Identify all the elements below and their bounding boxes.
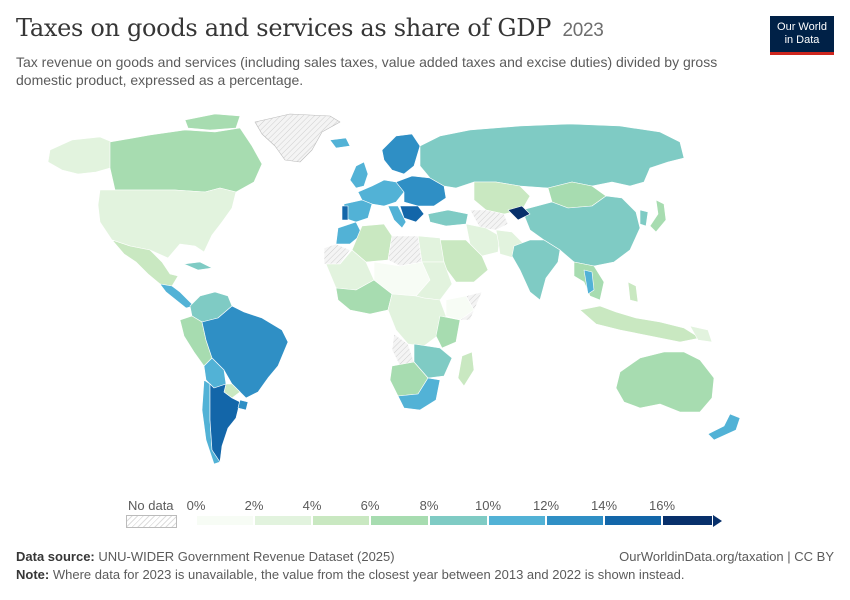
- papua-new-guinea[interactable]: [689, 325, 713, 343]
- japan[interactable]: [649, 199, 667, 233]
- cuba[interactable]: [183, 261, 213, 271]
- legend-tick-12: 12%: [532, 498, 560, 513]
- legend-bin-6-8[interactable]: [370, 515, 429, 526]
- legend-tick-16: 16%: [648, 498, 676, 513]
- owid-url-link[interactable]: OurWorldinData.org/taxation | CC BY: [619, 549, 834, 564]
- western-sahara[interactable]: [323, 243, 351, 265]
- legend-tick-4: 4%: [302, 498, 322, 513]
- data-source-line: Data source: UNU-WIDER Government Revenu…: [16, 548, 834, 566]
- morocco[interactable]: [335, 221, 363, 245]
- madagascar[interactable]: [457, 351, 475, 387]
- legend-bin-12-14[interactable]: [546, 515, 604, 526]
- argentina[interactable]: [209, 383, 241, 463]
- portugal[interactable]: [341, 205, 349, 221]
- scandinavia[interactable]: [381, 133, 421, 175]
- iceland[interactable]: [329, 137, 351, 149]
- legend-tick-10: 10%: [474, 498, 502, 513]
- owid-logo[interactable]: Our World in Data: [770, 16, 834, 55]
- legend-tick-6: 6%: [360, 498, 380, 513]
- legend-bin-14-16[interactable]: [604, 515, 662, 526]
- central-africa[interactable]: [387, 293, 447, 347]
- legend-bin-4-6[interactable]: [312, 515, 370, 526]
- libya[interactable]: [387, 235, 423, 267]
- greenland[interactable]: [254, 113, 341, 163]
- russia[interactable]: [419, 123, 685, 189]
- turkey[interactable]: [427, 209, 469, 227]
- south-africa[interactable]: [397, 377, 441, 411]
- legend-no-data-swatch[interactable]: [126, 515, 177, 528]
- central-europe[interactable]: [395, 175, 447, 207]
- east-africa[interactable]: [435, 315, 461, 349]
- kyrgyzstan[interactable]: [507, 205, 531, 221]
- somalia[interactable]: [459, 291, 483, 321]
- mexico[interactable]: [111, 239, 179, 287]
- source-label: Data source:: [16, 549, 95, 564]
- note-line: Note: Where data for 2023 is unavailable…: [16, 566, 834, 584]
- note-label: Note:: [16, 567, 50, 582]
- legend-tick-8: 8%: [419, 498, 439, 513]
- australia[interactable]: [615, 351, 715, 413]
- canada-arctic-islands[interactable]: [184, 113, 241, 131]
- chart-title: Taxes on goods and services as share of …: [16, 14, 604, 42]
- legend-bin-16-plus[interactable]: [662, 515, 713, 526]
- legend-bin-10-12[interactable]: [488, 515, 546, 526]
- uk-ireland[interactable]: [349, 161, 369, 189]
- india[interactable]: [511, 239, 561, 301]
- legend-arrow-icon: [713, 515, 722, 527]
- thailand[interactable]: [583, 269, 595, 295]
- title-year: 2023: [562, 20, 604, 41]
- chart-subtitle: Tax revenue on goods and services (inclu…: [16, 54, 718, 88]
- logo-line-2: in Data: [784, 34, 820, 46]
- legend-bin-0-2[interactable]: [196, 515, 254, 526]
- alaska[interactable]: [47, 136, 113, 175]
- legend-tick-2: 2%: [244, 498, 264, 513]
- uruguay[interactable]: [237, 399, 249, 411]
- note-text: Where data for 2023 is unavailable, the …: [52, 567, 685, 582]
- new-zealand[interactable]: [707, 413, 741, 441]
- canada[interactable]: [109, 127, 263, 193]
- egypt[interactable]: [417, 235, 445, 263]
- color-legend: No data 0% 2% 4% 6% 8% 10% 12% 14% 16%: [0, 494, 850, 534]
- legend-tick-14: 14%: [590, 498, 618, 513]
- footer: Data source: UNU-WIDER Government Revenu…: [16, 548, 834, 584]
- logo-line-1: Our World: [777, 21, 827, 33]
- malaysia-indonesia[interactable]: [579, 305, 701, 343]
- central-america[interactable]: [159, 283, 195, 309]
- world-map: [47, 113, 741, 465]
- philippines[interactable]: [627, 281, 639, 303]
- title-text: Taxes on goods and services as share of …: [16, 14, 552, 42]
- legend-bin-8-10[interactable]: [429, 515, 488, 526]
- korea[interactable]: [639, 209, 649, 227]
- legend-bin-2-4[interactable]: [254, 515, 312, 526]
- italy[interactable]: [387, 205, 407, 229]
- legend-no-data-label: No data: [128, 498, 174, 513]
- legend-tick-0: 0%: [186, 498, 206, 513]
- source-link[interactable]: UNU-WIDER Government Revenue Dataset (20…: [98, 549, 395, 564]
